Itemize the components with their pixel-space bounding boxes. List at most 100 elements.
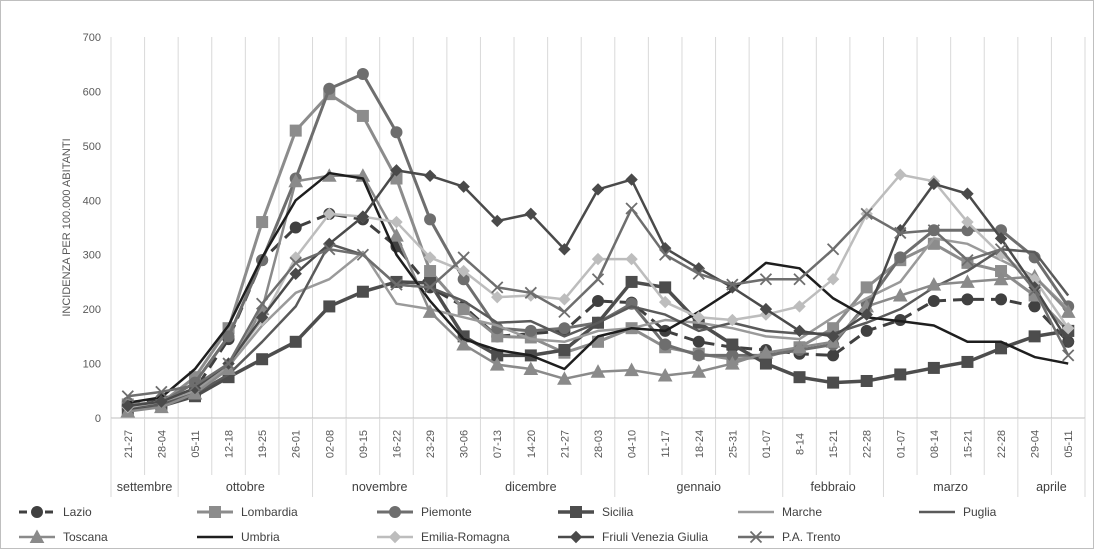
- x-tick-label: 22-28: [996, 430, 1008, 458]
- data-point-p-a-trento: [659, 248, 672, 261]
- data-point-friuli-venezia-giulia: [961, 187, 974, 200]
- data-point-piemonte: [323, 82, 336, 95]
- data-point-sicilia: [927, 361, 940, 374]
- data-point-sicilia: [256, 353, 269, 366]
- data-point-emilia-romagna: [625, 252, 638, 266]
- month-label: gennaio: [677, 480, 722, 494]
- series-umbria: [127, 171, 1069, 404]
- data-point-sicilia: [759, 357, 772, 370]
- y-tick-label: 200: [83, 304, 101, 316]
- x-tick-label: 19-25: [257, 430, 269, 458]
- data-point-toscana: [792, 339, 807, 354]
- data-point-toscana: [624, 362, 639, 377]
- legend-marker-sicilia: [570, 506, 582, 518]
- data-point-p-a-trento: [188, 379, 202, 392]
- data-point-piemonte: [356, 68, 369, 81]
- data-point-lazio: [289, 221, 302, 234]
- legend-label: Marche: [782, 505, 822, 519]
- data-point-lazio: [860, 324, 873, 337]
- x-tick-label: 8-14: [795, 433, 807, 455]
- data-point-toscana: [389, 228, 404, 242]
- legend-item-lazio: Lazio: [19, 505, 92, 519]
- data-point-p-a-trento: [558, 305, 571, 319]
- month-label: dicembre: [505, 480, 556, 494]
- data-point-p-a-trento: [860, 207, 873, 221]
- data-point-friuli-venezia-giulia: [1061, 335, 1075, 349]
- y-tick-label: 0: [95, 413, 101, 425]
- data-point-toscana: [926, 277, 942, 291]
- legend-label: Emilia-Romagna: [421, 530, 510, 544]
- data-point-sicilia: [1028, 330, 1041, 343]
- month-label: ottobre: [226, 480, 265, 494]
- data-point-piemonte: [524, 324, 537, 337]
- legend-marker-lombardia: [209, 506, 221, 518]
- x-tick-label: 11-17: [660, 430, 672, 457]
- data-point-toscana: [590, 364, 606, 378]
- legend-marker-friuli-venezia-giulia: [569, 530, 583, 544]
- grid-layer: [110, 37, 1086, 418]
- data-point-lombardia: [289, 124, 302, 137]
- data-point-p-a-trento: [491, 281, 504, 294]
- x-tick-label: 26-01: [291, 430, 303, 458]
- data-point-p-a-trento: [423, 281, 437, 294]
- y-tick-label: 700: [83, 32, 101, 44]
- data-point-piemonte: [659, 338, 672, 351]
- data-point-p-a-trento: [961, 254, 974, 267]
- data-point-emilia-romagna: [826, 273, 840, 286]
- month-label: febbraio: [811, 480, 856, 494]
- x-tick-label: 18-24: [694, 430, 706, 458]
- data-point-p-a-trento: [625, 202, 638, 215]
- data-point-friuli-venezia-giulia: [155, 395, 168, 408]
- data-point-friuli-venezia-giulia: [927, 177, 941, 191]
- month-label: marzo: [933, 480, 968, 494]
- data-point-p-a-trento: [356, 248, 370, 261]
- data-point-emilia-romagna: [658, 295, 672, 309]
- x-tick-label: 05-11: [190, 430, 202, 457]
- data-point-emilia-romagna: [726, 313, 739, 327]
- data-point-emilia-romagna: [692, 311, 705, 324]
- axis-layer: 0 100 200 300 400 500 600 700 21-27 28-04 05-11 12-…: [83, 32, 1086, 497]
- data-point-sicilia: [289, 335, 302, 348]
- x-tick-label: 04-10: [627, 430, 639, 458]
- data-point-friuli-venezia-giulia: [591, 183, 605, 196]
- data-point-friuli-venezia-giulia: [860, 308, 873, 321]
- data-point-toscana: [288, 173, 304, 188]
- data-point-lombardia: [860, 281, 873, 294]
- data-point-p-a-trento: [1028, 283, 1041, 297]
- data-point-sicilia: [726, 338, 739, 351]
- data-point-lombardia: [256, 216, 269, 229]
- x-tick-label: 22-28: [862, 430, 874, 458]
- data-point-emilia-romagna: [1061, 321, 1075, 335]
- data-point-p-a-trento: [826, 243, 840, 256]
- data-point-friuli-venezia-giulia: [390, 164, 403, 177]
- month-label: aprile: [1036, 480, 1067, 494]
- data-point-friuli-venezia-giulia: [491, 214, 504, 228]
- data-point-toscana: [456, 336, 471, 351]
- legend-item-p-a-trento: P.A. Trento: [738, 530, 841, 544]
- data-point-lombardia: [961, 256, 974, 269]
- x-tick-label: 29-04: [1030, 430, 1042, 458]
- data-point-emilia-romagna: [558, 293, 571, 306]
- data-point-piemonte: [692, 349, 705, 362]
- data-point-friuli-venezia-giulia: [826, 330, 840, 343]
- data-point-piemonte: [390, 126, 403, 139]
- data-point-sicilia: [390, 275, 403, 288]
- data-point-piemonte: [222, 330, 235, 343]
- data-point-lazio: [592, 294, 604, 307]
- legend-label: Puglia: [963, 505, 997, 519]
- legend-item-sicilia: Sicilia: [558, 505, 634, 519]
- data-point-toscana: [892, 287, 908, 302]
- data-point-toscana: [993, 271, 1009, 286]
- data-point-toscana: [657, 367, 673, 382]
- x-tick-label: 30-06: [459, 430, 471, 458]
- legend-label: Umbria: [241, 530, 280, 544]
- x-tick-label: 05-11: [1063, 430, 1075, 457]
- x-tick-label: 15-21: [828, 430, 840, 458]
- data-point-sicilia: [961, 355, 974, 368]
- x-tick-label: 07-13: [492, 430, 504, 458]
- data-point-friuli-venezia-giulia: [994, 232, 1008, 245]
- y-tick-label: 100: [83, 359, 101, 371]
- y-tick-label: 300: [83, 250, 101, 262]
